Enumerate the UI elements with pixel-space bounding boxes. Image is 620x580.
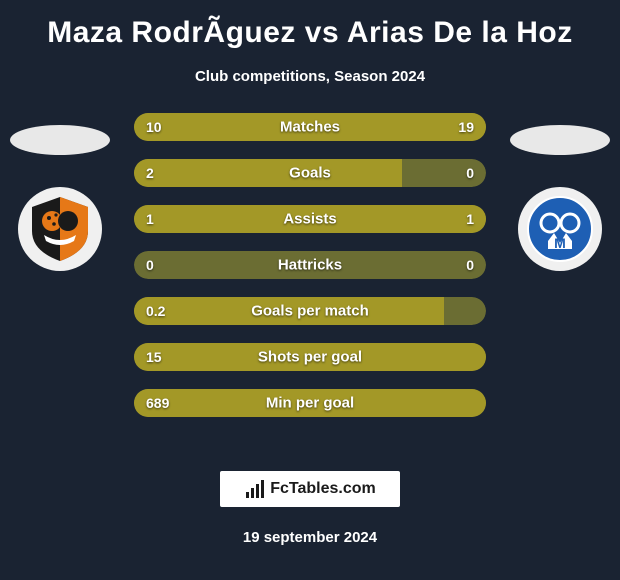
stat-label: Hattricks <box>278 257 342 274</box>
stat-row: 2 Goals 0 <box>134 159 486 187</box>
right-name-plate <box>510 125 610 155</box>
stat-row: 0 Hattricks 0 <box>134 251 486 279</box>
page-title: Maza RodrÃ­guez vs Arias De la Hoz <box>0 16 620 50</box>
left-team-crest <box>18 187 102 271</box>
stat-label: Goals <box>289 165 331 182</box>
subtitle: Club competitions, Season 2024 <box>0 68 620 85</box>
stat-row: 0.2 Goals per match <box>134 297 486 325</box>
left-team-column <box>10 113 110 271</box>
footer-brand-text: FcTables.com <box>270 480 376 498</box>
svg-text:M: M <box>554 235 566 251</box>
stat-value-left: 1 <box>146 211 154 227</box>
stat-label: Goals per match <box>251 303 369 320</box>
stat-label: Min per goal <box>266 395 354 412</box>
stat-value-right: 1 <box>466 211 474 227</box>
millonarios-crest-icon: M <box>524 193 596 265</box>
stat-value-right: 0 <box>466 165 474 181</box>
stat-label: Matches <box>280 119 340 136</box>
jaguares-crest-icon <box>24 193 96 265</box>
left-name-plate <box>10 125 110 155</box>
stat-row: 15 Shots per goal <box>134 343 486 371</box>
stat-value-left: 0.2 <box>146 303 165 319</box>
stat-row: 1 Assists 1 <box>134 205 486 233</box>
footer-date: 19 september 2024 <box>0 529 620 546</box>
footer-brand[interactable]: FcTables.com <box>220 471 400 507</box>
stat-row: 689 Min per goal <box>134 389 486 417</box>
stat-value-left: 689 <box>146 395 169 411</box>
stat-value-left: 0 <box>146 257 154 273</box>
right-team-crest: M <box>518 187 602 271</box>
stat-value-left: 10 <box>146 119 162 135</box>
stat-rows: 10Matches192Goals01Assists10Hattricks00.… <box>134 113 486 417</box>
comparison-card: Maza RodrÃ­guez vs Arias De la Hoz Club … <box>0 0 620 580</box>
fctables-logo-icon <box>244 478 266 500</box>
stat-value-right: 19 <box>458 119 474 135</box>
stat-label: Assists <box>283 211 336 228</box>
stat-value-left: 2 <box>146 165 154 181</box>
stat-value-right: 0 <box>466 257 474 273</box>
stat-label: Shots per goal <box>258 349 362 366</box>
stats-area: M 10Matches192Goals01Assists10Hattricks0… <box>0 113 620 453</box>
stat-value-left: 15 <box>146 349 162 365</box>
stat-fill-left <box>134 159 402 187</box>
right-team-column: M <box>510 113 610 271</box>
stat-row: 10 Matches 19 <box>134 113 486 141</box>
